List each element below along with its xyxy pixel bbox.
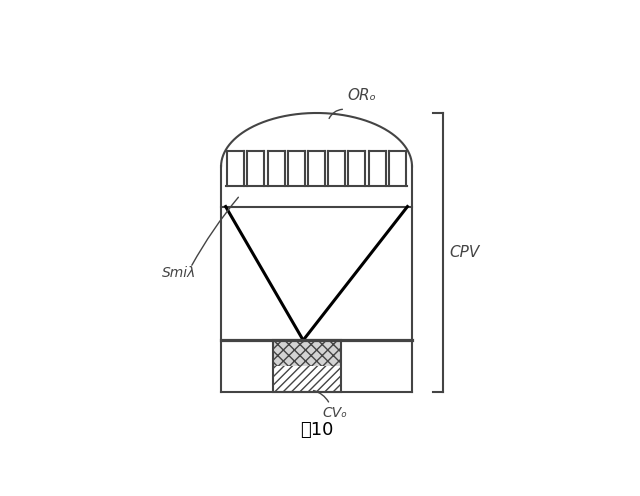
Bar — [273, 340, 341, 392]
Bar — [273, 340, 341, 366]
Text: ORₒ: ORₒ — [347, 88, 376, 103]
Text: CVₒ: CVₒ — [323, 406, 348, 420]
Text: 図10: 図10 — [300, 421, 333, 439]
Bar — [273, 366, 341, 392]
Text: Smiλ: Smiλ — [162, 266, 196, 280]
Text: CPV: CPV — [449, 245, 480, 260]
